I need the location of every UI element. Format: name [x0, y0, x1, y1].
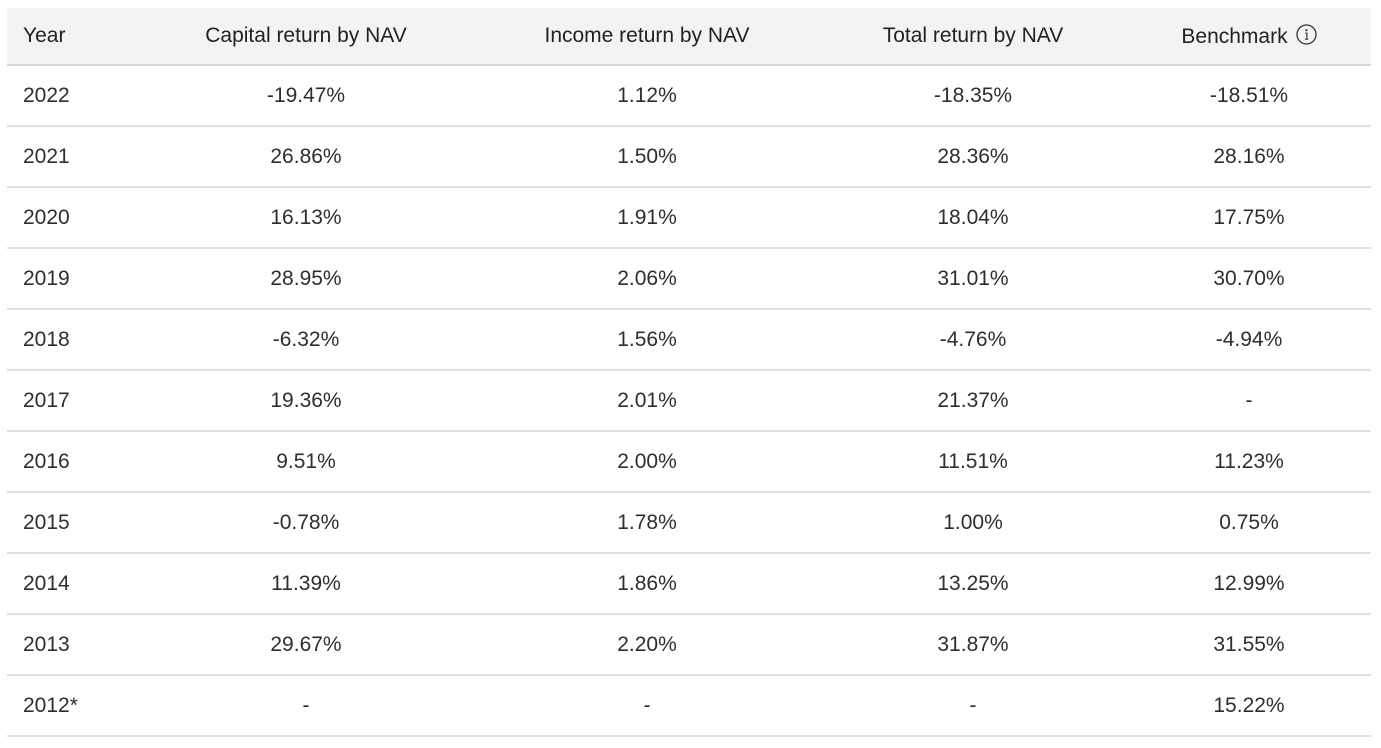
cell-total-return: -18.35% — [819, 65, 1127, 127]
cell-income-return: 2.00% — [475, 431, 819, 493]
cell-capital-return: 19.36% — [137, 370, 475, 432]
cell-income-return: 1.91% — [475, 187, 819, 249]
cell-benchmark: 28.16% — [1127, 126, 1371, 188]
cell-benchmark: 12.99% — [1127, 553, 1371, 615]
cell-income-return: 1.78% — [475, 492, 819, 554]
header-year: Year — [7, 8, 137, 66]
cell-year: 2017 — [7, 370, 137, 432]
cell-total-return: -4.76% — [819, 309, 1127, 371]
cell-year: 2014 — [7, 553, 137, 615]
cell-year: 2016 — [7, 431, 137, 493]
cell-income-return: 2.01% — [475, 370, 819, 432]
cell-benchmark: 17.75% — [1127, 187, 1371, 249]
table-header: Year Capital return by NAV Income return… — [7, 8, 1371, 66]
cell-income-return: 1.12% — [475, 65, 819, 127]
returns-table-container: Year Capital return by NAV Income return… — [7, 8, 1371, 737]
cell-capital-return: -6.32% — [137, 309, 475, 371]
cell-year: 2015 — [7, 492, 137, 554]
cell-benchmark: 30.70% — [1127, 248, 1371, 310]
cell-total-return: 28.36% — [819, 126, 1127, 188]
cell-capital-return: -0.78% — [137, 492, 475, 554]
table-row: 2016 9.51% 2.00% 11.51% 11.23% — [7, 431, 1371, 493]
cell-total-return: 11.51% — [819, 431, 1127, 493]
cell-benchmark: 15.22% — [1127, 675, 1371, 737]
cell-income-return: 2.06% — [475, 248, 819, 310]
header-benchmark-label: Benchmark — [1181, 24, 1288, 48]
cell-capital-return: 28.95% — [137, 248, 475, 310]
cell-year: 2022 — [7, 65, 137, 127]
cell-year: 2019 — [7, 248, 137, 310]
table-row: 2015 -0.78% 1.78% 1.00% 0.75% — [7, 492, 1371, 554]
table-row: 2020 16.13% 1.91% 18.04% 17.75% — [7, 187, 1371, 249]
table-row: 2021 26.86% 1.50% 28.36% 28.16% — [7, 126, 1371, 188]
cell-total-return: 31.01% — [819, 248, 1127, 310]
cell-capital-return: 16.13% — [137, 187, 475, 249]
table-row: 2014 11.39% 1.86% 13.25% 12.99% — [7, 553, 1371, 615]
cell-year: 2018 — [7, 309, 137, 371]
table-body: 2022 -19.47% 1.12% -18.35% -18.51% 2021 26.86%… — [7, 65, 1371, 737]
cell-capital-return: 9.51% — [137, 431, 475, 493]
cell-total-return: - — [819, 675, 1127, 737]
cell-benchmark: 11.23% — [1127, 431, 1371, 493]
cell-year: 2020 — [7, 187, 137, 249]
annual-returns-table: Year Capital return by NAV Income return… — [7, 8, 1371, 737]
cell-capital-return: - — [137, 675, 475, 737]
cell-total-return: 18.04% — [819, 187, 1127, 249]
cell-capital-return: -19.47% — [137, 65, 475, 127]
cell-income-return: 1.86% — [475, 553, 819, 615]
cell-capital-return: 26.86% — [137, 126, 475, 188]
cell-benchmark: 0.75% — [1127, 492, 1371, 554]
cell-benchmark: 31.55% — [1127, 614, 1371, 676]
info-circle-icon[interactable] — [1295, 23, 1317, 45]
cell-income-return: - — [475, 675, 819, 737]
cell-income-return: 1.50% — [475, 126, 819, 188]
header-total-return: Total return by NAV — [819, 8, 1127, 66]
header-row: Year Capital return by NAV Income return… — [7, 8, 1371, 66]
cell-income-return: 2.20% — [475, 614, 819, 676]
cell-year: 2013 — [7, 614, 137, 676]
cell-total-return: 13.25% — [819, 553, 1127, 615]
header-benchmark: Benchmark — [1127, 8, 1371, 66]
table-row: 2017 19.36% 2.01% 21.37% - — [7, 370, 1371, 432]
cell-benchmark: - — [1127, 370, 1371, 432]
cell-total-return: 1.00% — [819, 492, 1127, 554]
table-row: 2012* - - -15.22% — [7, 675, 1371, 737]
cell-total-return: 31.87% — [819, 614, 1127, 676]
cell-capital-return: 11.39% — [137, 553, 475, 615]
cell-income-return: 1.56% — [475, 309, 819, 371]
cell-total-return: 21.37% — [819, 370, 1127, 432]
cell-year: 2021 — [7, 126, 137, 188]
cell-capital-return: 29.67% — [137, 614, 475, 676]
table-row: 2013 29.67% 2.20% 31.87% 31.55% — [7, 614, 1371, 676]
cell-year: 2012* — [7, 675, 137, 737]
table-row: 2022 -19.47% 1.12% -18.35% -18.51% — [7, 65, 1371, 127]
table-row: 2019 28.95% 2.06% 31.01% 30.70% — [7, 248, 1371, 310]
cell-benchmark: -4.94% — [1127, 309, 1371, 371]
header-capital-return: Capital return by NAV — [137, 8, 475, 66]
cell-benchmark: -18.51% — [1127, 65, 1371, 127]
table-row: 2018 -6.32% 1.56% -4.76% -4.94% — [7, 309, 1371, 371]
header-income-return: Income return by NAV — [475, 8, 819, 66]
